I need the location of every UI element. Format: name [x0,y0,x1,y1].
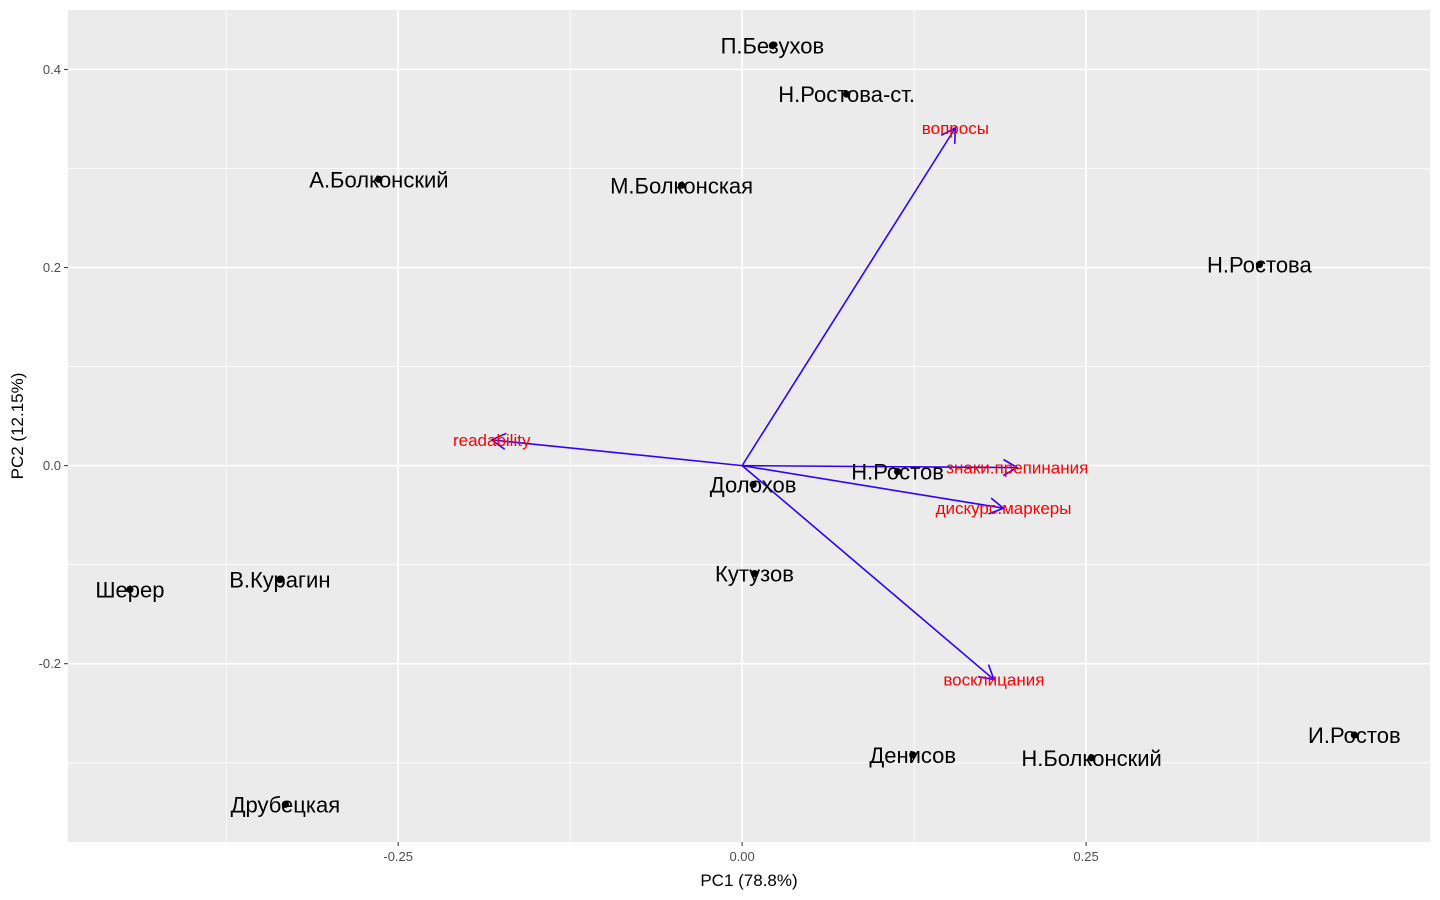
data-point [677,181,686,189]
point-label: Н.Ростов [851,460,944,485]
y-axis-title: PC2 (12.15%) [8,373,27,480]
data-point [909,751,917,759]
loading-arrow [742,464,1018,469]
point-label: Долохов [710,472,797,497]
point-label: Н.Болконский [1021,746,1162,771]
y-tick-label: 0.0 [43,458,61,473]
loading-label: знаки.препинания [946,459,1088,478]
point-label: Кутузов [715,562,794,587]
data-point [749,480,757,489]
loading-arrowhead [978,664,996,681]
loading-arrow [741,127,957,467]
loading-arrows [490,126,1019,681]
plot-panel [68,10,1430,842]
y-tick-label: 0.2 [43,260,61,275]
x-tick-label: 0.00 [729,849,754,864]
point-label: М.Болконская [610,173,753,198]
y-tick-label: 0.4 [43,62,61,77]
data-point [1350,731,1358,739]
point-label: Н.Ростова-ст. [778,82,915,107]
data-point [893,467,902,476]
loading-label: вопросы [922,119,989,138]
loading-arrowhead [940,126,957,144]
point-label: Друбецкая [231,792,341,817]
loading-arrowhead [1002,458,1019,477]
point-label: Шерер [95,577,164,602]
data-point [126,585,134,594]
data-point [768,42,776,50]
y-tick-label: -0.2 [39,656,61,671]
point-label: А.Болконский [309,167,448,192]
data-point [281,800,289,808]
data-point [1087,754,1096,762]
point-label: П.Безухов [721,34,825,59]
loading-label: readability [453,431,531,450]
data-point [375,175,383,183]
x-axis-title: PC1 (78.8%) [700,871,797,890]
point-label: Денисов [869,743,956,768]
loading-label: дискурс.маркеры [936,499,1072,518]
point-label: И.Ростов [1308,723,1401,748]
loading-arrow [741,464,1004,509]
loading-arrow [491,439,743,467]
loading-arrowhead [988,497,1006,515]
loading-arrow [741,465,995,681]
observation-points: П.Безухов Н.Ростова-ст. А.Болконский М.Болк… [95,34,1400,818]
x-tick-label: 0.25 [1073,849,1098,864]
axis-ticks: -0.25 0.00 0.25 -0.2 0.0 0.2 0.4 [39,62,1099,864]
data-point [1255,260,1264,269]
point-label: Н.Ростова [1207,253,1312,278]
point-label: В.Курагин [229,568,330,593]
data-point [750,569,759,578]
x-tick-label: -0.25 [383,849,413,864]
loading-label: восклицания [943,671,1044,690]
data-point [843,90,851,98]
loading-labels: вопросы readability знаки.препинания дискур… [453,119,1088,690]
data-point [276,575,284,584]
loading-arrowhead [490,432,507,450]
